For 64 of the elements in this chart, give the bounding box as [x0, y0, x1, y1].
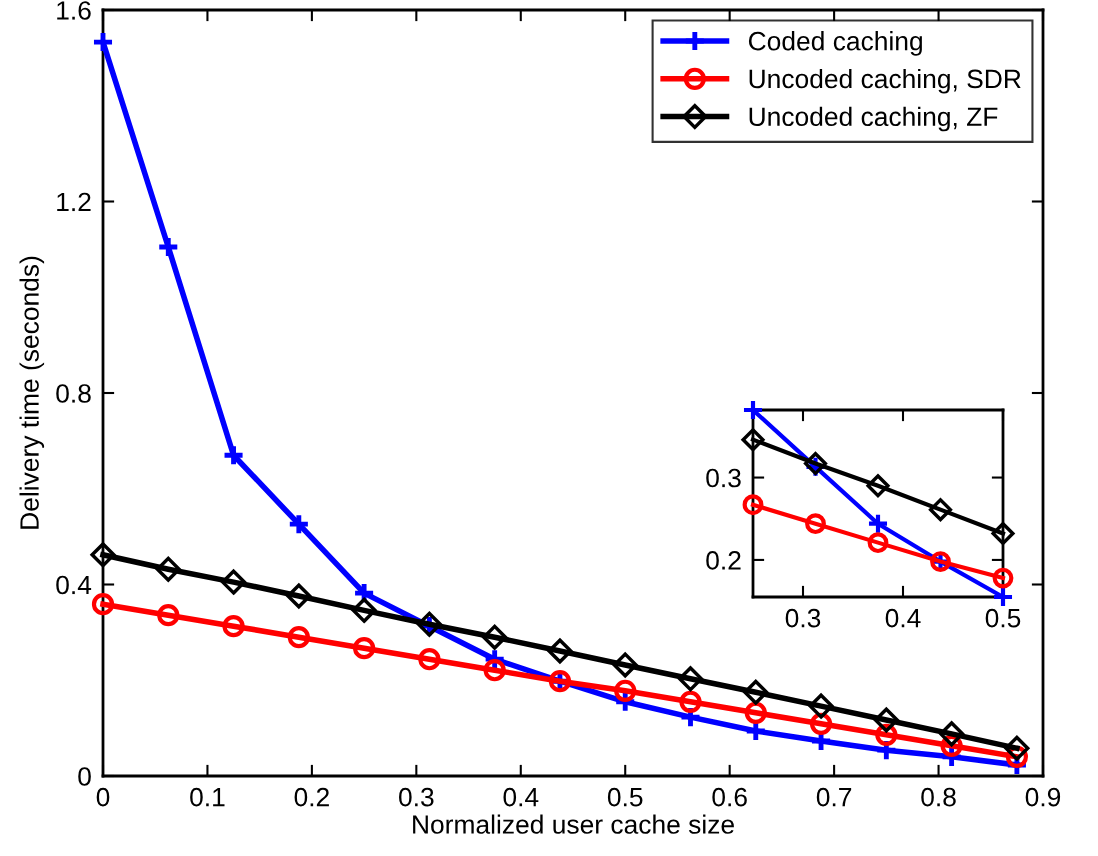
x-tick-label: 0.7: [816, 787, 852, 807]
point: [744, 701, 767, 724]
point: [991, 522, 1015, 546]
x-tick-label: 0.5: [607, 787, 643, 807]
point: [547, 638, 573, 664]
y-tick-label: 1.2: [57, 192, 91, 212]
point: [866, 474, 890, 498]
x-tick-label: 0.1: [190, 787, 225, 807]
point: [805, 513, 826, 535]
point: [287, 512, 311, 536]
x-tick-label: 0.5: [985, 608, 1021, 628]
legend-label: Uncoded caching, ZF: [749, 106, 998, 132]
point: [221, 569, 247, 595]
x-tick-label: 0.4: [885, 608, 921, 628]
x-tick-label: 0.2: [294, 787, 329, 807]
point: [156, 235, 180, 259]
x-tick-label: 0.3: [785, 608, 821, 628]
y-tick-label: 0: [78, 767, 91, 786]
point: [867, 532, 889, 554]
legend-label: Coded caching: [748, 31, 922, 56]
point: [742, 494, 764, 516]
y-tick-label: 1.6: [57, 1, 91, 20]
point: [418, 648, 441, 671]
point: [612, 652, 638, 678]
point: [679, 705, 702, 729]
point: [866, 512, 890, 535]
point: [939, 721, 965, 747]
y-axis-title: Delivery time (seconds): [19, 256, 45, 529]
point: [352, 637, 376, 660]
point: [928, 498, 953, 522]
point: [808, 693, 834, 719]
point: [287, 626, 310, 649]
point: [155, 556, 181, 582]
point: [482, 624, 508, 650]
point: [992, 567, 1014, 589]
point: [743, 679, 769, 705]
x-tick-label: 0.8: [921, 787, 956, 807]
y-tick-label: 0.4: [56, 575, 92, 595]
point: [157, 604, 180, 627]
x-axis-title: Normalized user cache size: [413, 814, 734, 834]
point: [90, 542, 116, 568]
x-tick-label: 0.4: [503, 787, 539, 807]
point: [483, 659, 506, 682]
point: [741, 398, 765, 422]
x-tick-label: 0.3: [399, 787, 434, 807]
point: [679, 690, 702, 713]
x-tick-label: 0.9: [1025, 787, 1061, 807]
point: [874, 738, 898, 762]
x-tick-label: 0.6: [712, 787, 747, 807]
point: [222, 443, 246, 467]
point: [286, 583, 312, 609]
point: [351, 597, 377, 623]
y-tick-label: 0.8: [56, 384, 91, 403]
point: [1004, 735, 1030, 761]
point: [741, 428, 765, 452]
point: [91, 30, 115, 54]
legend-label: Uncoded caching, SDR: [749, 68, 1021, 94]
point: [614, 679, 637, 702]
point: [677, 666, 704, 692]
x-tick-label: 0: [96, 787, 110, 807]
point: [873, 707, 899, 733]
point: [991, 585, 1015, 609]
point: [222, 615, 245, 638]
point: [91, 593, 115, 616]
